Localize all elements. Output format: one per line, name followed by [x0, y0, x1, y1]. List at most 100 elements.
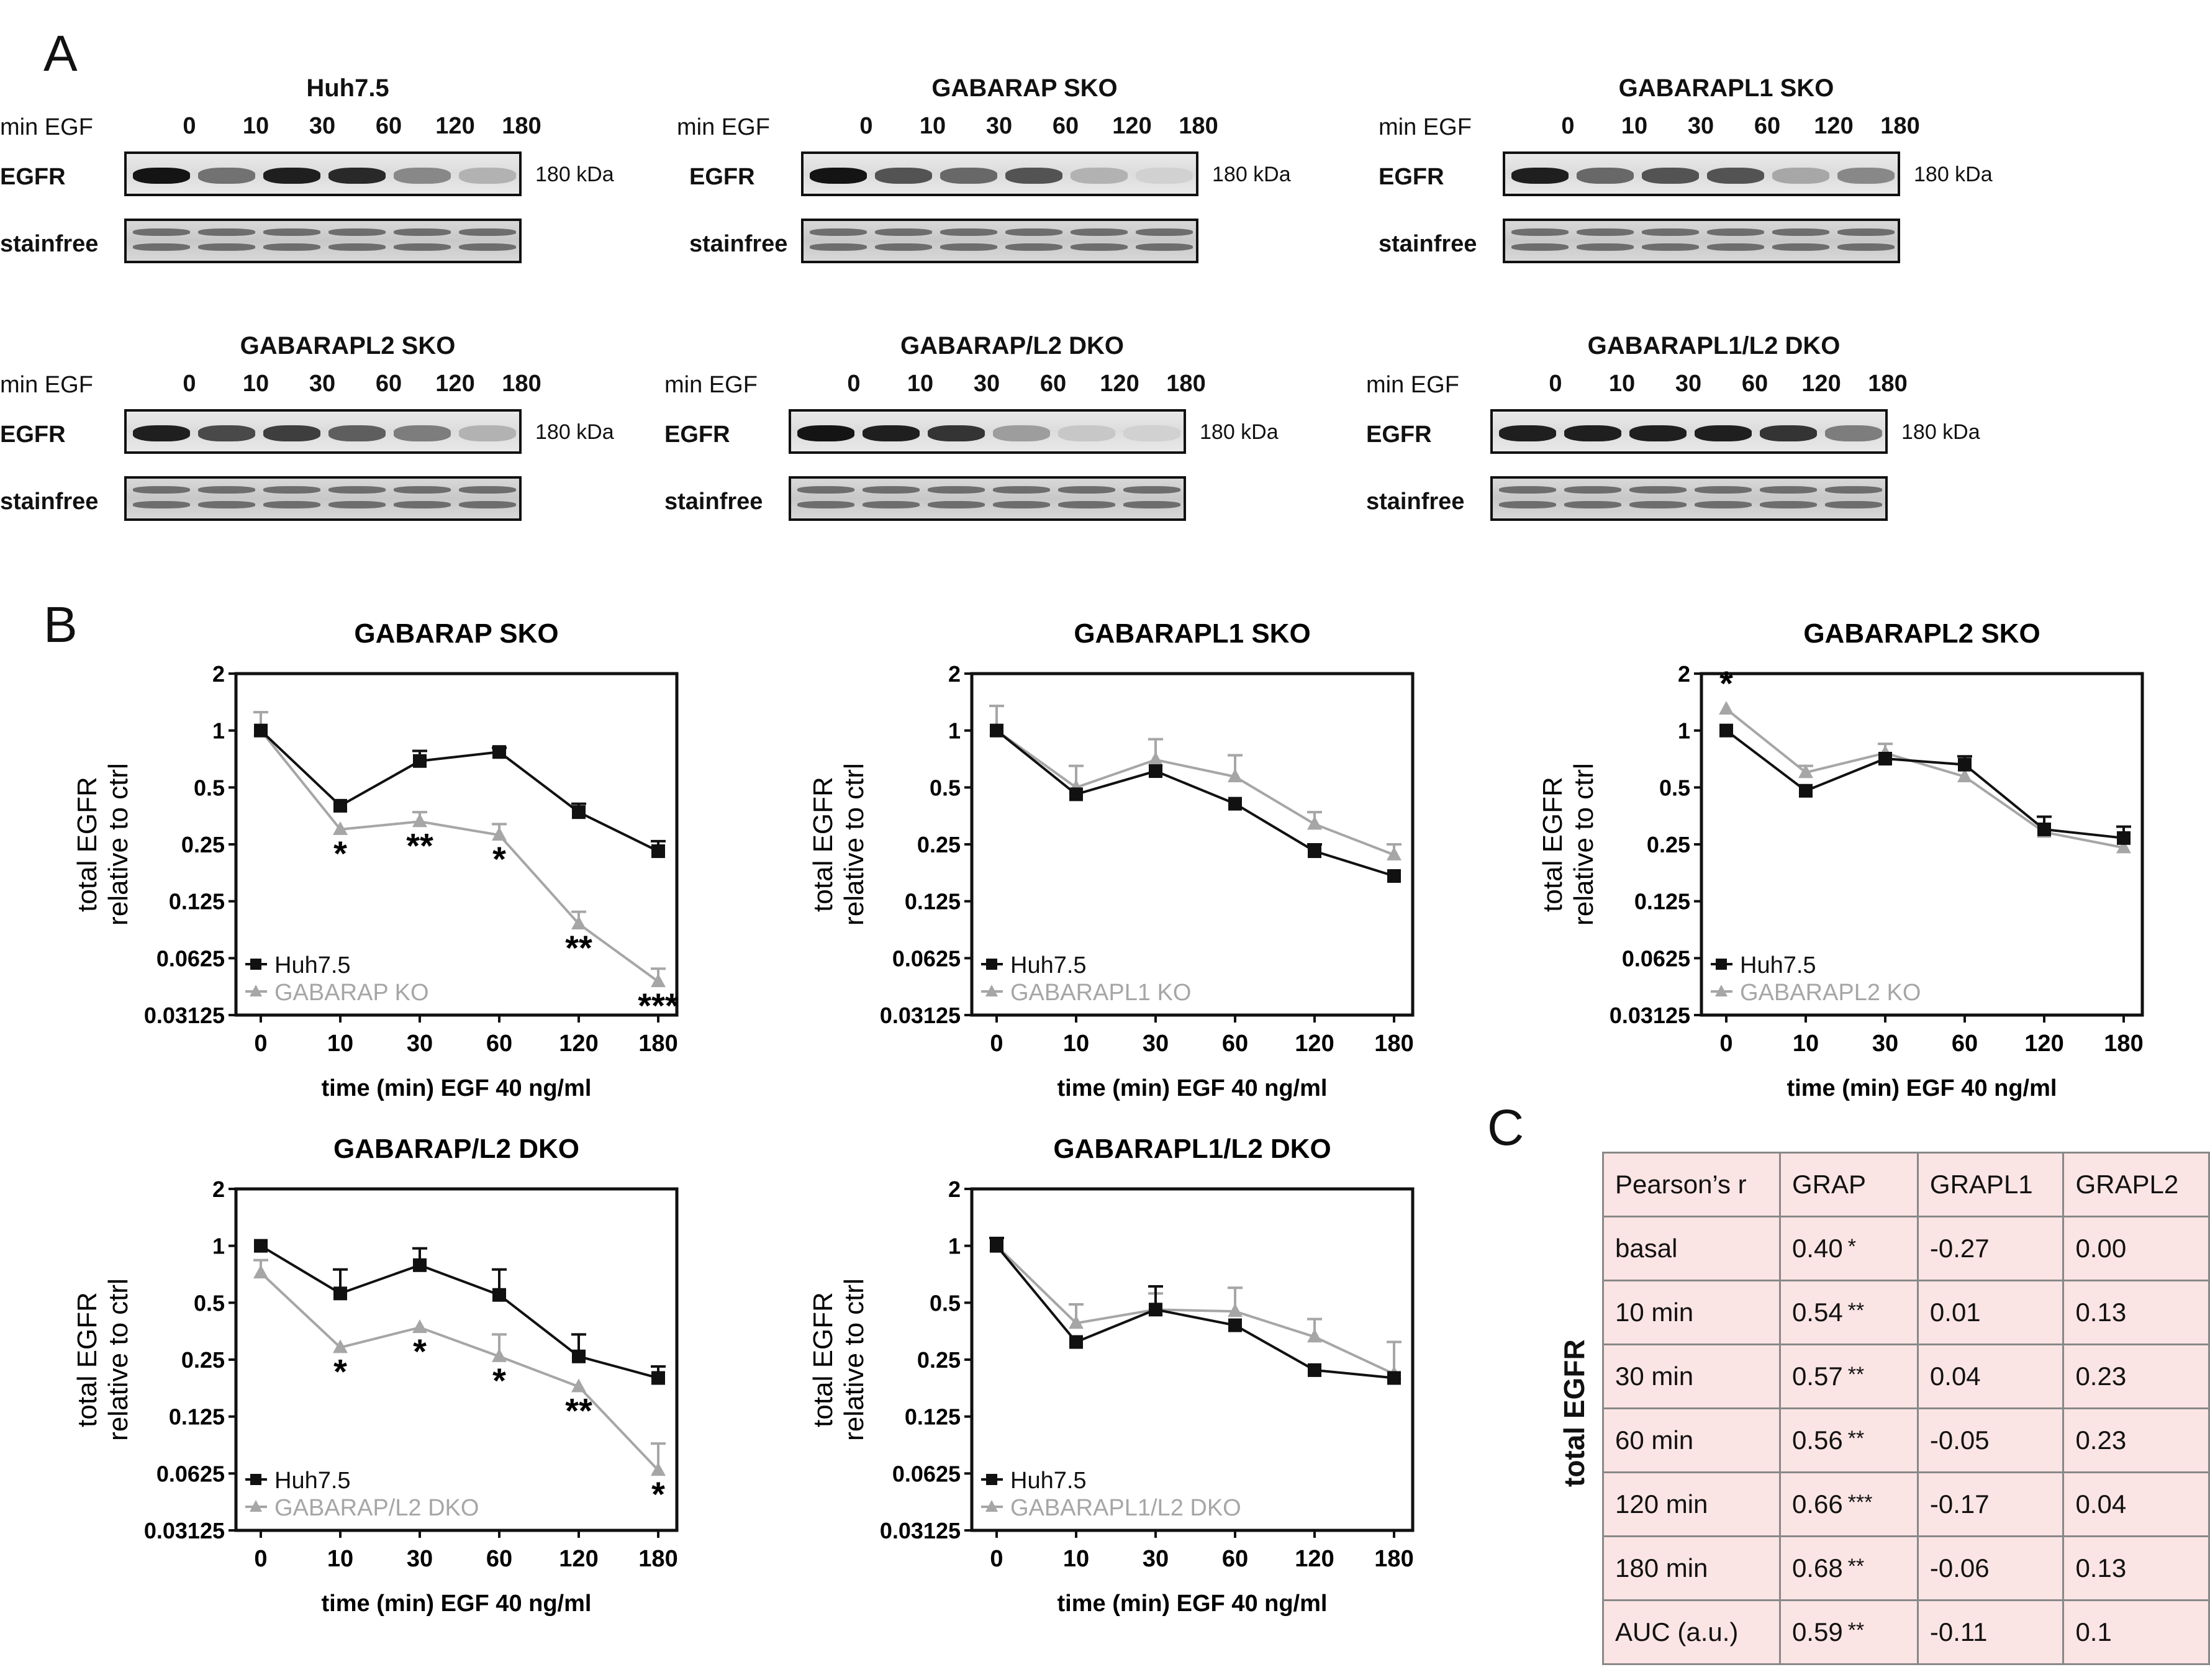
blot-title: GABARAP/L2 DKO	[900, 332, 1125, 359]
egfr-band	[993, 425, 1050, 441]
stainfree-band	[875, 243, 932, 251]
lane-label: 120	[1100, 371, 1139, 397]
table-side-label: total EGFR	[1558, 1339, 1590, 1487]
kda-label: 180 kDa	[1914, 163, 1993, 186]
egfr-band	[928, 425, 985, 441]
legend-label: GABARAPL2 KO	[1740, 980, 1921, 1006]
cell-value: -0.06	[1929, 1553, 1990, 1583]
lane-label: 10	[907, 371, 934, 397]
table-cell: 60 min	[1602, 1407, 1781, 1473]
stainfree-band	[1511, 243, 1569, 251]
data-point	[1307, 1329, 1322, 1343]
egfr-blot-strip	[789, 409, 1186, 454]
y-axis-label: relative to ctrl	[839, 763, 869, 926]
cell-value: -0.05	[1929, 1425, 1990, 1455]
x-tick-label: 60	[1952, 1031, 1978, 1057]
y-tick-label: 0.03125	[880, 1518, 961, 1543]
significance-marker: **	[406, 826, 433, 865]
egfr-band	[875, 168, 932, 184]
lane-label: 0	[183, 113, 196, 139]
y-tick-label: 0.125	[905, 1404, 961, 1430]
stainfree-band	[328, 243, 386, 251]
stainfree-band	[993, 501, 1050, 508]
stainfree-band	[1707, 228, 1764, 236]
x-tick-label: 30	[1872, 1031, 1898, 1057]
x-tick-label: 0	[1719, 1031, 1732, 1057]
stainfree-band	[1642, 243, 1699, 251]
kda-label: 180 kDa	[1212, 163, 1291, 186]
lane-label: 120	[435, 113, 475, 139]
stainfree-band	[1577, 243, 1634, 251]
cell-value: 180 min	[1615, 1553, 1708, 1583]
y-tick-label: 1	[212, 1234, 225, 1259]
x-tick-label: 120	[1295, 1031, 1334, 1057]
series-line	[1725, 729, 2124, 839]
data-point	[1307, 816, 1322, 830]
lane-label: 0	[183, 371, 196, 397]
chart-title: GABARAPL2 SKO	[1803, 618, 2040, 649]
x-tick-label: 0	[254, 1031, 267, 1057]
lane-label: 180	[1166, 371, 1206, 397]
data-point	[1958, 757, 1972, 772]
cell-value: 0.13	[2075, 1553, 2127, 1583]
stainfree-band	[797, 501, 854, 508]
stainfree-band	[797, 486, 854, 494]
min-egf-label: min EGF	[677, 114, 770, 140]
stainfree-band	[928, 501, 985, 508]
series-line	[1725, 708, 2124, 849]
data-point	[1719, 723, 1733, 738]
x-tick-label: 10	[1063, 1546, 1089, 1572]
cell-value: -0.27	[1929, 1234, 1990, 1263]
data-point	[333, 798, 347, 813]
egfr-band	[1772, 168, 1829, 184]
stainfree-band	[198, 228, 255, 236]
data-point	[990, 1239, 1003, 1253]
stainfree-band	[1695, 501, 1752, 508]
y-tick-label: 0.25	[181, 832, 225, 857]
blot-title: GABARAPL1 SKO	[1618, 75, 1834, 102]
y-tick-label: 0.125	[905, 889, 961, 915]
egfr-band	[797, 425, 854, 441]
x-axis-label: time (min) EGF 40 ng/ml	[1057, 1591, 1328, 1617]
min-egf-label: min EGF	[664, 372, 758, 398]
table-cell: 0.04	[1916, 1344, 2065, 1409]
legend-label: Huh7.5	[274, 952, 351, 978]
y-tick-label: 0.03125	[144, 1518, 225, 1543]
chart-0: GABARAP SKO 2 1 0.5 0.25 0.125 0.0625 0.03125 0 1…	[37, 612, 739, 1101]
data-point	[492, 1348, 507, 1362]
table-cell: -0.05	[1916, 1407, 2065, 1473]
series-line	[260, 729, 659, 983]
data-point	[1387, 1371, 1401, 1385]
stainfree-band	[263, 243, 320, 251]
y-tick-label: 1	[212, 718, 225, 744]
cell-value: 30 min	[1615, 1362, 1694, 1391]
data-point	[333, 1286, 347, 1301]
blot-1: GABARAP SKO min EGF 0 10 30 60 120 180 EGFR stain…	[677, 75, 1385, 310]
lane-label: 120	[1801, 371, 1841, 397]
data-point	[651, 1371, 665, 1385]
stainfree-band	[1642, 228, 1699, 236]
egfr-band	[1564, 425, 1621, 441]
stainfree-band	[328, 486, 386, 494]
x-tick-label: 60	[1222, 1031, 1248, 1057]
min-egf-label: min EGF	[0, 114, 93, 140]
data-point	[1719, 700, 1734, 715]
data-point	[990, 723, 1003, 738]
y-axis-label: total EGFR	[808, 1292, 838, 1427]
egfr-band	[263, 425, 320, 441]
y-tick-label: 0.03125	[880, 1003, 961, 1028]
stainfree-band	[263, 501, 320, 508]
lane-label: 180	[502, 371, 541, 397]
significance-star: **	[1847, 1299, 1865, 1322]
data-point	[333, 821, 348, 835]
y-tick-label: 0.125	[169, 889, 225, 915]
x-tick-label: 180	[1374, 1031, 1413, 1057]
data-point	[1387, 846, 1402, 860]
y-tick-label: 0.25	[181, 1347, 225, 1373]
egfr-blot-strip	[1490, 409, 1888, 454]
stainfree-band	[1136, 228, 1193, 236]
data-point	[572, 805, 586, 820]
chart-svg: GABARAPL2 SKO 2 1 0.5 0.25 0.125 0.0625 0.03125…	[1537, 618, 2144, 1101]
table-cell: 180 min	[1602, 1535, 1781, 1601]
cell-value: 0.40	[1791, 1234, 1843, 1263]
